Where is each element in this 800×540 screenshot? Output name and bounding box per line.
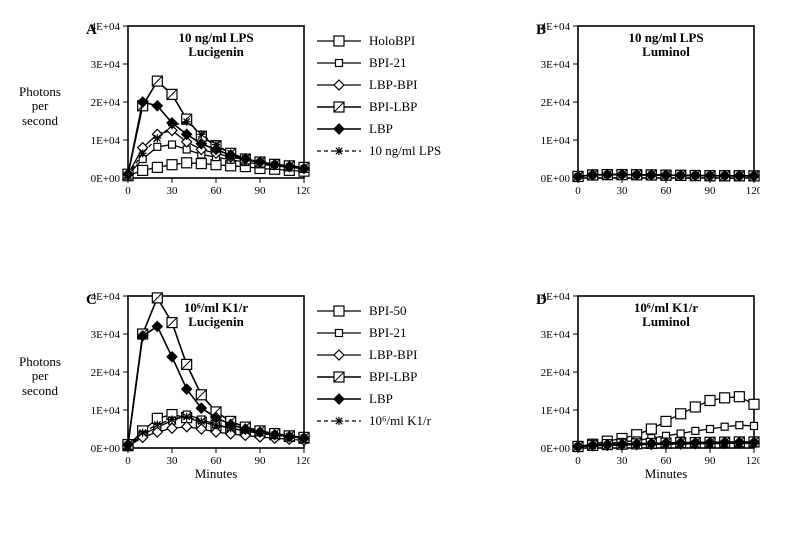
legend-swatch: [315, 54, 363, 72]
legend-item: BPI-21: [315, 52, 441, 74]
svg-text:10 ng/ml LPS: 10 ng/ml LPS: [178, 30, 253, 45]
svg-text:3E+04: 3E+04: [91, 59, 121, 71]
svg-text:120: 120: [746, 185, 760, 197]
svg-text:D: D: [536, 292, 547, 308]
svg-text:C: C: [86, 292, 97, 308]
svg-text:0E+00: 0E+00: [91, 443, 121, 455]
legend-item: LBP-BPI: [315, 74, 441, 96]
svg-text:2E+04: 2E+04: [541, 97, 571, 109]
legend-swatch: [315, 412, 363, 430]
svg-text:0E+00: 0E+00: [91, 173, 121, 185]
svg-text:1E+04: 1E+04: [541, 135, 571, 147]
legend-label: 10 ng/ml LPS: [369, 143, 441, 159]
legend-swatch: [315, 346, 363, 364]
legend-label: 10⁶/ml K1/r: [369, 413, 431, 429]
legend-item: BPI-LBP: [315, 96, 441, 118]
svg-text:Lucigenin: Lucigenin: [188, 314, 244, 329]
svg-text:0: 0: [125, 455, 131, 467]
svg-text:Luminol: Luminol: [642, 44, 690, 59]
legend-swatch: [315, 98, 363, 116]
legend-item: HoloBPI: [315, 30, 441, 52]
svg-text:90: 90: [705, 185, 717, 197]
svg-text:120: 120: [296, 185, 310, 197]
svg-text:1E+04: 1E+04: [541, 405, 571, 417]
svg-text:90: 90: [255, 455, 267, 467]
svg-text:10⁶/ml K1/r: 10⁶/ml K1/r: [634, 300, 698, 315]
legend-swatch: [315, 120, 363, 138]
svg-text:2E+04: 2E+04: [91, 97, 121, 109]
svg-text:30: 30: [617, 455, 629, 467]
svg-text:30: 30: [167, 455, 179, 467]
legend-label: LBP: [369, 391, 393, 407]
legend-item: BPI-21: [315, 322, 431, 344]
svg-text:60: 60: [211, 185, 223, 197]
svg-text:2E+04: 2E+04: [91, 367, 121, 379]
svg-text:Minutes: Minutes: [645, 466, 688, 480]
panel-a: 03060901200E+001E+042E+043E+044E+04A10 n…: [80, 20, 310, 210]
svg-text:120: 120: [746, 455, 760, 467]
legend-swatch: [315, 302, 363, 320]
svg-text:30: 30: [617, 185, 629, 197]
svg-text:10 ng/ml LPS: 10 ng/ml LPS: [628, 30, 703, 45]
panel-c: 03060901200E+001E+042E+043E+044E+04Minut…: [80, 290, 310, 480]
legend-item: 10⁶/ml K1/r: [315, 410, 431, 432]
legend-label: LBP-BPI: [369, 347, 417, 363]
svg-text:0: 0: [125, 185, 131, 197]
svg-text:0E+00: 0E+00: [541, 173, 571, 185]
legend-top: HoloBPI BPI-21 LBP-BPI BPI-LBP LBP 10 ng/ml L…: [315, 30, 441, 162]
svg-text:0: 0: [575, 455, 581, 467]
svg-text:60: 60: [661, 185, 673, 197]
legend-label: HoloBPI: [369, 33, 415, 49]
legend-swatch: [315, 76, 363, 94]
svg-text:3E+04: 3E+04: [541, 329, 571, 341]
legend-swatch: [315, 324, 363, 342]
legend-label: BPI-LBP: [369, 369, 417, 385]
legend-swatch: [315, 142, 363, 160]
legend-label: BPI-LBP: [369, 99, 417, 115]
svg-text:0: 0: [575, 185, 581, 197]
svg-text:Minutes: Minutes: [195, 466, 238, 480]
svg-text:B: B: [536, 22, 546, 38]
svg-text:2E+04: 2E+04: [541, 367, 571, 379]
panel-b: 03060901200E+001E+042E+043E+044E+04B10 n…: [530, 20, 760, 210]
legend-item: LBP-BPI: [315, 344, 431, 366]
legend-bottom: BPI-50 BPI-21 LBP-BPI BPI-LBP LBP 10⁶/ml K1/r: [315, 300, 431, 432]
legend-label: BPI-50: [369, 303, 407, 319]
legend-swatch: [315, 390, 363, 408]
svg-text:1E+04: 1E+04: [91, 135, 121, 147]
figure: Photonspersecond Photonspersecond 0 30 60 9…: [10, 10, 790, 530]
yaxis-label-top: Photonspersecond: [10, 85, 70, 128]
legend-label: BPI-21: [369, 55, 407, 71]
legend-item: LBP: [315, 118, 441, 140]
svg-text:1E+04: 1E+04: [91, 405, 121, 417]
svg-text:Luminol: Luminol: [642, 314, 690, 329]
legend-swatch: [315, 368, 363, 386]
legend-item: BPI-50: [315, 300, 431, 322]
legend-label: LBP: [369, 121, 393, 137]
svg-text:0E+00: 0E+00: [541, 443, 571, 455]
legend-label: BPI-21: [369, 325, 407, 341]
legend-item: LBP: [315, 388, 431, 410]
svg-text:120: 120: [296, 455, 310, 467]
yaxis-label-bottom: Photonspersecond: [10, 355, 70, 398]
svg-text:90: 90: [255, 185, 267, 197]
panel-d: 03060901200E+001E+042E+043E+044E+04Minut…: [530, 290, 760, 480]
legend-label: LBP-BPI: [369, 77, 417, 93]
svg-text:Lucigenin: Lucigenin: [188, 44, 244, 59]
svg-text:3E+04: 3E+04: [541, 59, 571, 71]
svg-text:90: 90: [705, 455, 717, 467]
svg-text:A: A: [86, 22, 97, 38]
svg-text:30: 30: [167, 185, 179, 197]
legend-item: 10 ng/ml LPS: [315, 140, 441, 162]
legend-swatch: [315, 32, 363, 50]
legend-item: BPI-LBP: [315, 366, 431, 388]
svg-text:10⁶/ml K1/r: 10⁶/ml K1/r: [184, 300, 248, 315]
svg-text:3E+04: 3E+04: [91, 329, 121, 341]
